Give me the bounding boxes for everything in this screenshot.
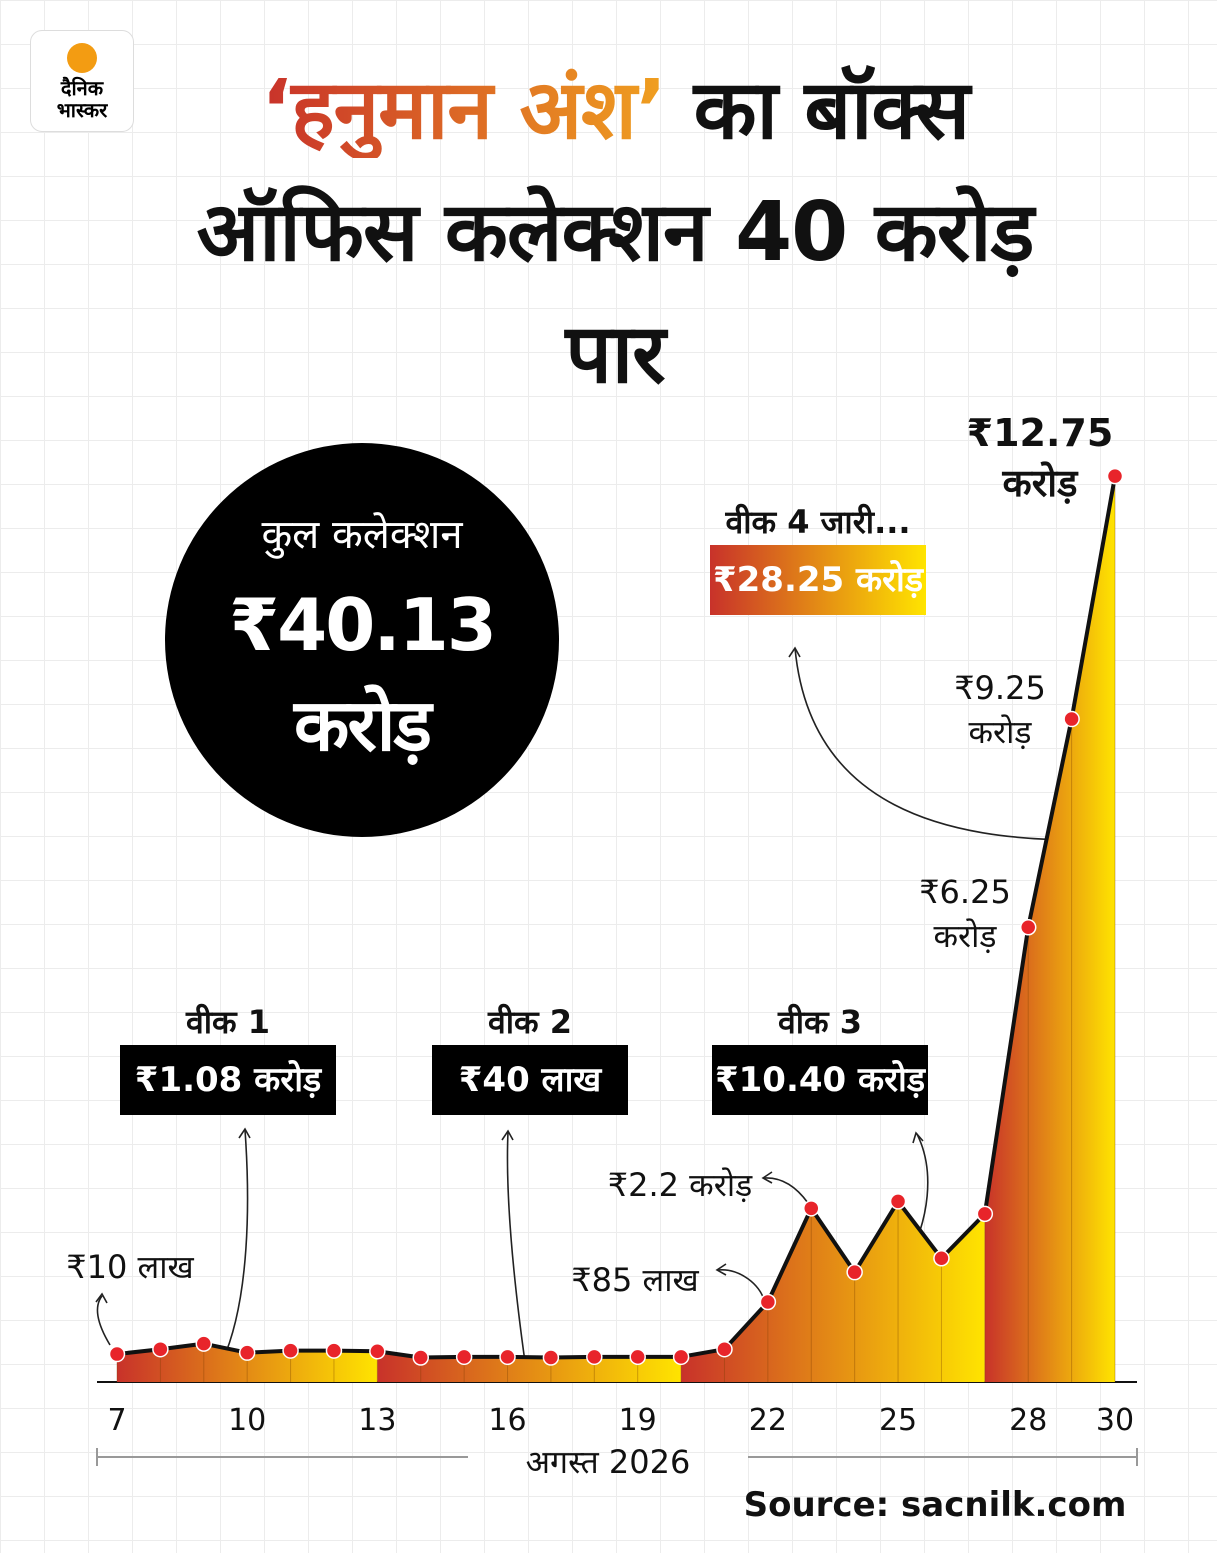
total-value: ₹40.13 करोड़ bbox=[229, 583, 497, 767]
marker bbox=[889, 1193, 907, 1210]
x-tick-label: 25 bbox=[879, 1403, 917, 1438]
x-axis-label: अगस्त 2026 bbox=[525, 1443, 691, 1481]
marker bbox=[238, 1344, 256, 1361]
marker bbox=[933, 1250, 950, 1267]
source: Source: sacnilk.com bbox=[743, 1485, 1127, 1525]
x-tick-label: 16 bbox=[488, 1403, 526, 1438]
marker bbox=[455, 1348, 473, 1366]
marker bbox=[759, 1293, 777, 1311]
value-label: ₹10 लाख bbox=[66, 1248, 194, 1286]
week-label: वीक 1 bbox=[185, 1003, 271, 1041]
marker bbox=[716, 1340, 733, 1358]
week-label: वीक 4 जारी... bbox=[725, 503, 911, 541]
x-tick-label: 19 bbox=[619, 1403, 657, 1438]
title-text: का बॉक्स ऑफिस कलेक्शन 40 करोड़ पार bbox=[196, 63, 1035, 402]
area-band bbox=[117, 1343, 378, 1382]
marker bbox=[1019, 919, 1037, 936]
x-tick-label: 22 bbox=[749, 1403, 787, 1438]
marker bbox=[499, 1348, 516, 1366]
marker bbox=[672, 1348, 690, 1366]
marker bbox=[325, 1342, 343, 1359]
value-label: ₹12.75 करोड़ bbox=[966, 411, 1114, 505]
week-label: वीक 3 bbox=[777, 1003, 863, 1041]
arrows bbox=[95, 646, 1138, 1466]
marker bbox=[803, 1200, 820, 1217]
week-total: ₹40 लाख bbox=[432, 1045, 628, 1115]
x-tick-label: 10 bbox=[228, 1403, 266, 1438]
marker bbox=[152, 1340, 169, 1358]
week-total: ₹1.08 करोड़ bbox=[120, 1045, 336, 1115]
x-tick-label: 28 bbox=[1009, 1403, 1047, 1438]
marker bbox=[108, 1345, 126, 1363]
marker bbox=[195, 1335, 213, 1352]
value-label: ₹6.25 करोड़ bbox=[919, 873, 1011, 955]
value-label: ₹2.2 करोड़ bbox=[607, 1166, 753, 1204]
marker bbox=[369, 1343, 386, 1360]
value-label: ₹9.25 करोड़ bbox=[954, 669, 1046, 751]
week-total: ₹10.40 करोड़ bbox=[712, 1045, 928, 1115]
marker bbox=[629, 1348, 646, 1366]
marker bbox=[542, 1349, 560, 1366]
marker bbox=[586, 1348, 603, 1366]
marker bbox=[1106, 467, 1124, 485]
logo: दैनिक भास्कर bbox=[30, 30, 134, 132]
marker bbox=[1063, 710, 1080, 728]
total-badge bbox=[165, 443, 559, 837]
area-band bbox=[984, 476, 1115, 1382]
x-tick-label: 13 bbox=[358, 1403, 396, 1438]
week-label: वीक 2 bbox=[487, 1003, 573, 1041]
x-tick-label: 30 bbox=[1096, 1403, 1134, 1438]
marker bbox=[846, 1263, 863, 1281]
total-label: कुल कलेक्शन bbox=[261, 512, 463, 558]
value-label: ₹85 लाख bbox=[571, 1261, 699, 1299]
marker bbox=[282, 1342, 299, 1359]
title-highlight: ‘हनुमान अंश’ bbox=[260, 63, 667, 158]
title: ‘हनुमान अंश’ का बॉक्स ऑफिस कलेक्शन 40 कर… bbox=[180, 50, 1050, 416]
area-band bbox=[681, 1201, 985, 1382]
week-total: ₹28.25 करोड़ bbox=[710, 545, 926, 615]
x-tick-label: 7 bbox=[107, 1403, 126, 1438]
logo-text: दैनिक भास्कर bbox=[56, 76, 108, 122]
marker bbox=[976, 1205, 994, 1223]
marker bbox=[412, 1349, 429, 1366]
